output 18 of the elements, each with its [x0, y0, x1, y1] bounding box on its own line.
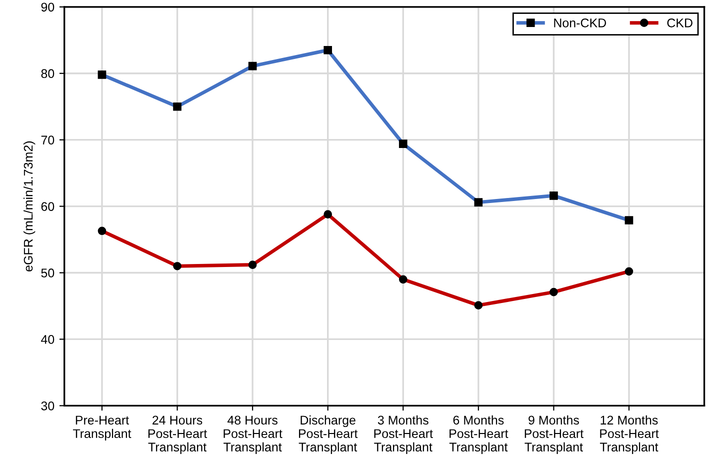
y-tick-label: 50 [41, 268, 54, 278]
y-tick-label: 40 [41, 335, 54, 344]
y-tick-label: 70 [41, 136, 54, 144]
x-tick-label: Pre-Heart Transplant [72, 416, 132, 441]
y-axis-title: eGFR (mL/min/1.73m2) [24, 141, 36, 272]
x-tick-label: 9 Months Post-Heart Transplant [524, 415, 584, 454]
x-tick-label: 3 Months Post-Heart Transplant [374, 415, 433, 454]
y-tick-label: 30 [41, 401, 54, 410]
x-tick-label: 24 Hours Post-Heart Transplant [148, 416, 208, 454]
x-tick-label: 6 Months Post-Heart Transplant [449, 415, 508, 454]
legend-label: Non-CKD [554, 18, 606, 28]
y-tick-label: 60 [41, 202, 54, 211]
y-tick-label: 90 [41, 2, 54, 12]
legend-label: CKD [667, 18, 692, 28]
x-tick-label: Discharge Post-Heart Transplant [298, 415, 358, 454]
y-tick-label: 80 [41, 69, 54, 78]
x-tick-label: 12 Months Post-Heart Transplant [600, 415, 659, 454]
x-tick-label: 48 Hours Post-Heart Transplant [224, 416, 282, 454]
